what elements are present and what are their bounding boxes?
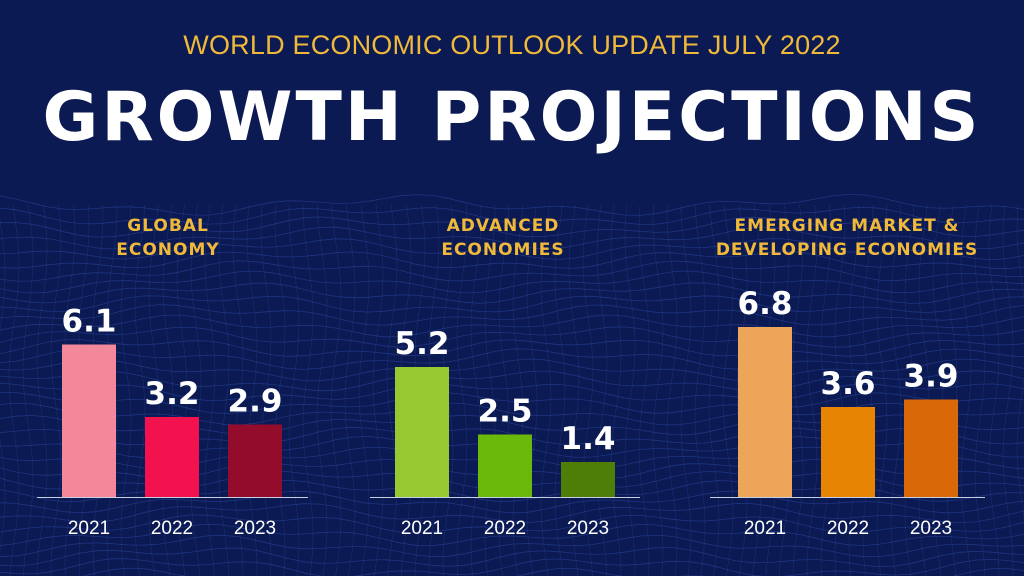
tick-label-2021: 2021 [401, 518, 443, 539]
tick-label-2023: 2023 [567, 518, 609, 539]
data-label-2022: 2.5 [478, 394, 533, 430]
bar-2023 [561, 462, 615, 497]
chart-panel-1: GLOBAL ECONOMY 6.1 2021 3.2 2022 2.9 2023 [37, 216, 308, 539]
bar-2023 [904, 399, 958, 497]
data-label-2021: 5.2 [395, 326, 450, 362]
tick-label-2022: 2022 [151, 518, 193, 539]
tick-label-2021: 2021 [68, 518, 110, 539]
data-label-2023: 2.9 [228, 384, 283, 420]
bar-2022 [145, 417, 199, 497]
tick-label-2023: 2023 [910, 518, 952, 539]
page-title: GROWTH PROJECTIONS [42, 78, 982, 157]
chart-panel-2: ADVANCED ECONOMIES 5.2 2021 2.5 2022 1.4 2023 [370, 216, 640, 539]
chart-panel-3: EMERGING MARKET & DEVELOPING ECONOMIES 6.8… [710, 216, 985, 539]
bar-2022 [478, 434, 532, 497]
data-label-2022: 3.6 [821, 366, 876, 402]
bar-2022 [821, 407, 875, 497]
tick-label-2022: 2022 [484, 518, 526, 539]
data-label-2023: 3.9 [904, 359, 959, 395]
bar-2021 [738, 327, 792, 497]
data-label-2021: 6.8 [738, 286, 793, 322]
tick-label-2022: 2022 [827, 518, 869, 539]
tick-label-2021: 2021 [744, 518, 786, 539]
panel-title: ADVANCED ECONOMIES [441, 216, 564, 260]
panel-title: GLOBAL ECONOMY [116, 216, 219, 260]
data-label-2021: 6.1 [62, 304, 117, 340]
tick-label-2023: 2023 [234, 518, 276, 539]
bar-2023 [228, 424, 282, 497]
panel-title: EMERGING MARKET & DEVELOPING ECONOMIES [716, 216, 978, 260]
data-label-2023: 1.4 [561, 421, 616, 457]
bar-2021 [395, 367, 449, 497]
bar-2021 [62, 344, 116, 497]
data-label-2022: 3.2 [145, 376, 200, 412]
report-supertitle: WORLD ECONOMIC OUTLOOK UPDATE JULY 2022 [183, 30, 841, 60]
